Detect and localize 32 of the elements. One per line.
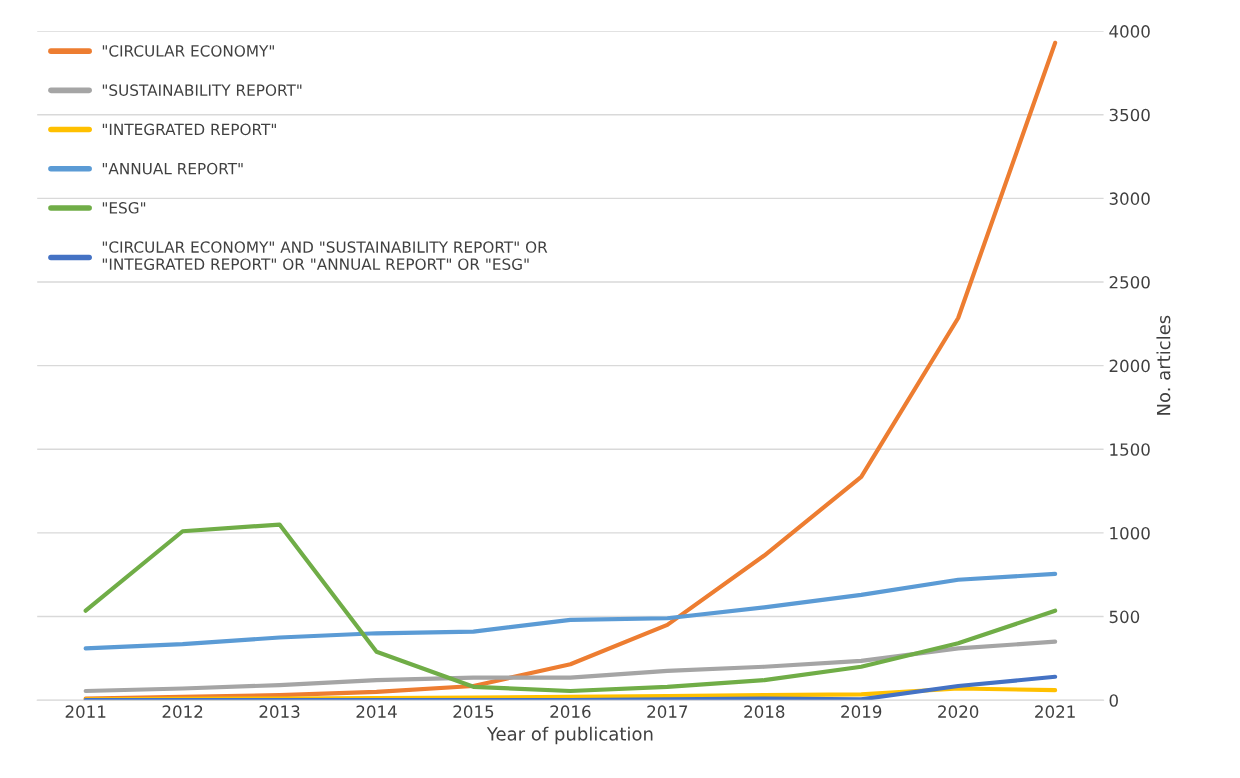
x-tick-label: 2016	[550, 705, 591, 718]
line-series	[83, 639, 1058, 694]
y-tick-label: 3500	[1109, 108, 1150, 122]
legend-label: "INTEGRATED REPORT"	[102, 123, 276, 136]
y-tick-label: 500	[1109, 610, 1140, 624]
line-series	[83, 571, 1058, 651]
legend-label: "CIRCULAR ECONOMY" AND "SUSTAINABILITY REPORT" OR "INTEGRATED REPORT" OR "ANNUAL REPORT" OR "ESG"	[102, 241, 548, 270]
x-axis-title: Year of publication	[486, 726, 653, 745]
x-tick-label: 2013	[259, 705, 300, 718]
y-tick-label: 0	[1109, 694, 1118, 707]
x-tick-label: 2019	[841, 705, 882, 718]
x-tick-label: 2021	[1035, 705, 1075, 718]
line-series	[83, 522, 1058, 694]
y-axis-title: No. articles	[1156, 315, 1171, 415]
x-tick-label: 2018	[744, 705, 785, 718]
y-tick-label: 2500	[1109, 275, 1150, 289]
y-tick-label: 4000	[1109, 25, 1150, 38]
y-tick-label: 1500	[1110, 443, 1150, 456]
x-tick-label: 2011	[65, 705, 106, 718]
legend-label: "ESG"	[102, 202, 146, 214]
x-tick-label: 2020	[938, 705, 979, 718]
x-tick-label: 2017	[647, 705, 688, 718]
legend-label: "SUSTAINABILITY REPORT"	[102, 84, 302, 96]
x-tick-label: 2014	[356, 705, 397, 718]
x-tick-label: 2012	[162, 705, 203, 718]
y-tick-label: 2000	[1109, 359, 1150, 373]
legend-label: "ANNUAL REPORT"	[102, 162, 243, 175]
x-tick-label: 2015	[453, 705, 494, 718]
line-series	[83, 674, 1058, 701]
y-tick-label: 1000	[1110, 526, 1150, 540]
legend-label: "CIRCULAR ECONOMY"	[102, 45, 274, 57]
y-tick-label: 3000	[1109, 192, 1150, 205]
